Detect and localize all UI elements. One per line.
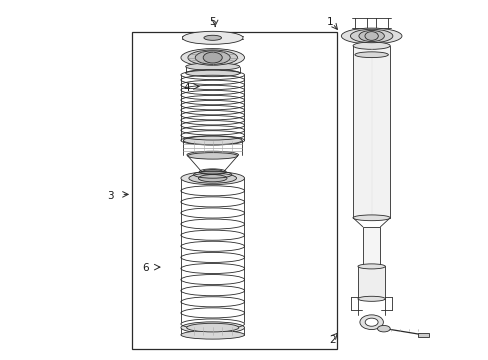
Ellipse shape — [207, 51, 217, 55]
Ellipse shape — [357, 296, 385, 301]
Ellipse shape — [357, 264, 385, 269]
Text: 4: 4 — [183, 83, 190, 93]
Ellipse shape — [341, 28, 401, 44]
Ellipse shape — [183, 136, 242, 145]
Ellipse shape — [186, 323, 238, 332]
Ellipse shape — [202, 170, 223, 175]
Ellipse shape — [354, 52, 387, 58]
Ellipse shape — [377, 325, 389, 332]
Text: 6: 6 — [142, 263, 149, 273]
Ellipse shape — [181, 330, 244, 339]
Ellipse shape — [182, 31, 243, 44]
Ellipse shape — [187, 50, 237, 65]
Text: 1: 1 — [326, 17, 333, 27]
Ellipse shape — [181, 49, 244, 67]
Ellipse shape — [352, 42, 389, 49]
Ellipse shape — [187, 153, 237, 159]
Ellipse shape — [186, 151, 238, 158]
Ellipse shape — [358, 31, 384, 41]
Ellipse shape — [203, 35, 221, 40]
Ellipse shape — [364, 32, 378, 40]
Ellipse shape — [181, 322, 244, 333]
Ellipse shape — [203, 60, 222, 66]
Ellipse shape — [198, 175, 226, 182]
Ellipse shape — [185, 63, 239, 70]
Text: 5: 5 — [209, 17, 216, 27]
Ellipse shape — [352, 215, 389, 221]
Bar — [417, 333, 428, 337]
Bar — [362, 227, 380, 266]
Bar — [132, 32, 337, 349]
Ellipse shape — [365, 318, 377, 326]
Ellipse shape — [195, 51, 230, 64]
Text: 2: 2 — [328, 335, 335, 345]
Ellipse shape — [359, 315, 383, 329]
Bar — [357, 266, 385, 299]
Ellipse shape — [203, 50, 222, 56]
Text: 3: 3 — [106, 191, 113, 201]
Ellipse shape — [188, 173, 236, 183]
Ellipse shape — [203, 52, 222, 63]
Bar — [352, 46, 389, 218]
Ellipse shape — [181, 172, 244, 185]
Ellipse shape — [185, 69, 239, 77]
Ellipse shape — [350, 29, 392, 43]
